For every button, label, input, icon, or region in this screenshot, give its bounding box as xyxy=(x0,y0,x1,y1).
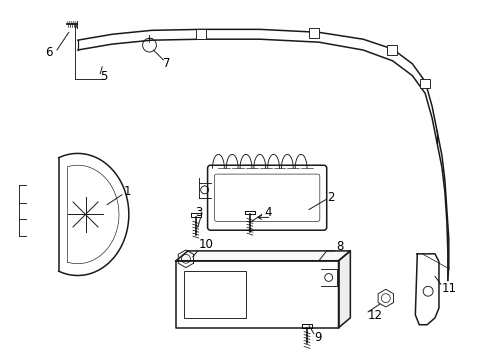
Polygon shape xyxy=(176,261,339,328)
Text: 3: 3 xyxy=(195,206,202,219)
Text: 11: 11 xyxy=(442,282,457,295)
Text: 10: 10 xyxy=(199,238,214,252)
Text: 8: 8 xyxy=(337,240,344,253)
Polygon shape xyxy=(416,254,439,325)
Text: 6: 6 xyxy=(45,45,52,59)
Text: 7: 7 xyxy=(163,57,171,70)
Text: 4: 4 xyxy=(265,206,272,219)
Text: 1: 1 xyxy=(124,185,131,198)
Bar xyxy=(184,271,245,318)
Polygon shape xyxy=(176,251,350,261)
Bar xyxy=(309,28,319,38)
Text: 2: 2 xyxy=(327,191,334,204)
Text: 12: 12 xyxy=(368,309,383,322)
Polygon shape xyxy=(339,251,350,328)
Bar xyxy=(387,45,396,55)
FancyBboxPatch shape xyxy=(215,174,320,221)
FancyBboxPatch shape xyxy=(208,165,327,230)
Text: 5: 5 xyxy=(100,70,108,83)
Bar xyxy=(196,30,206,39)
Text: 9: 9 xyxy=(314,331,321,344)
Bar xyxy=(420,78,430,89)
